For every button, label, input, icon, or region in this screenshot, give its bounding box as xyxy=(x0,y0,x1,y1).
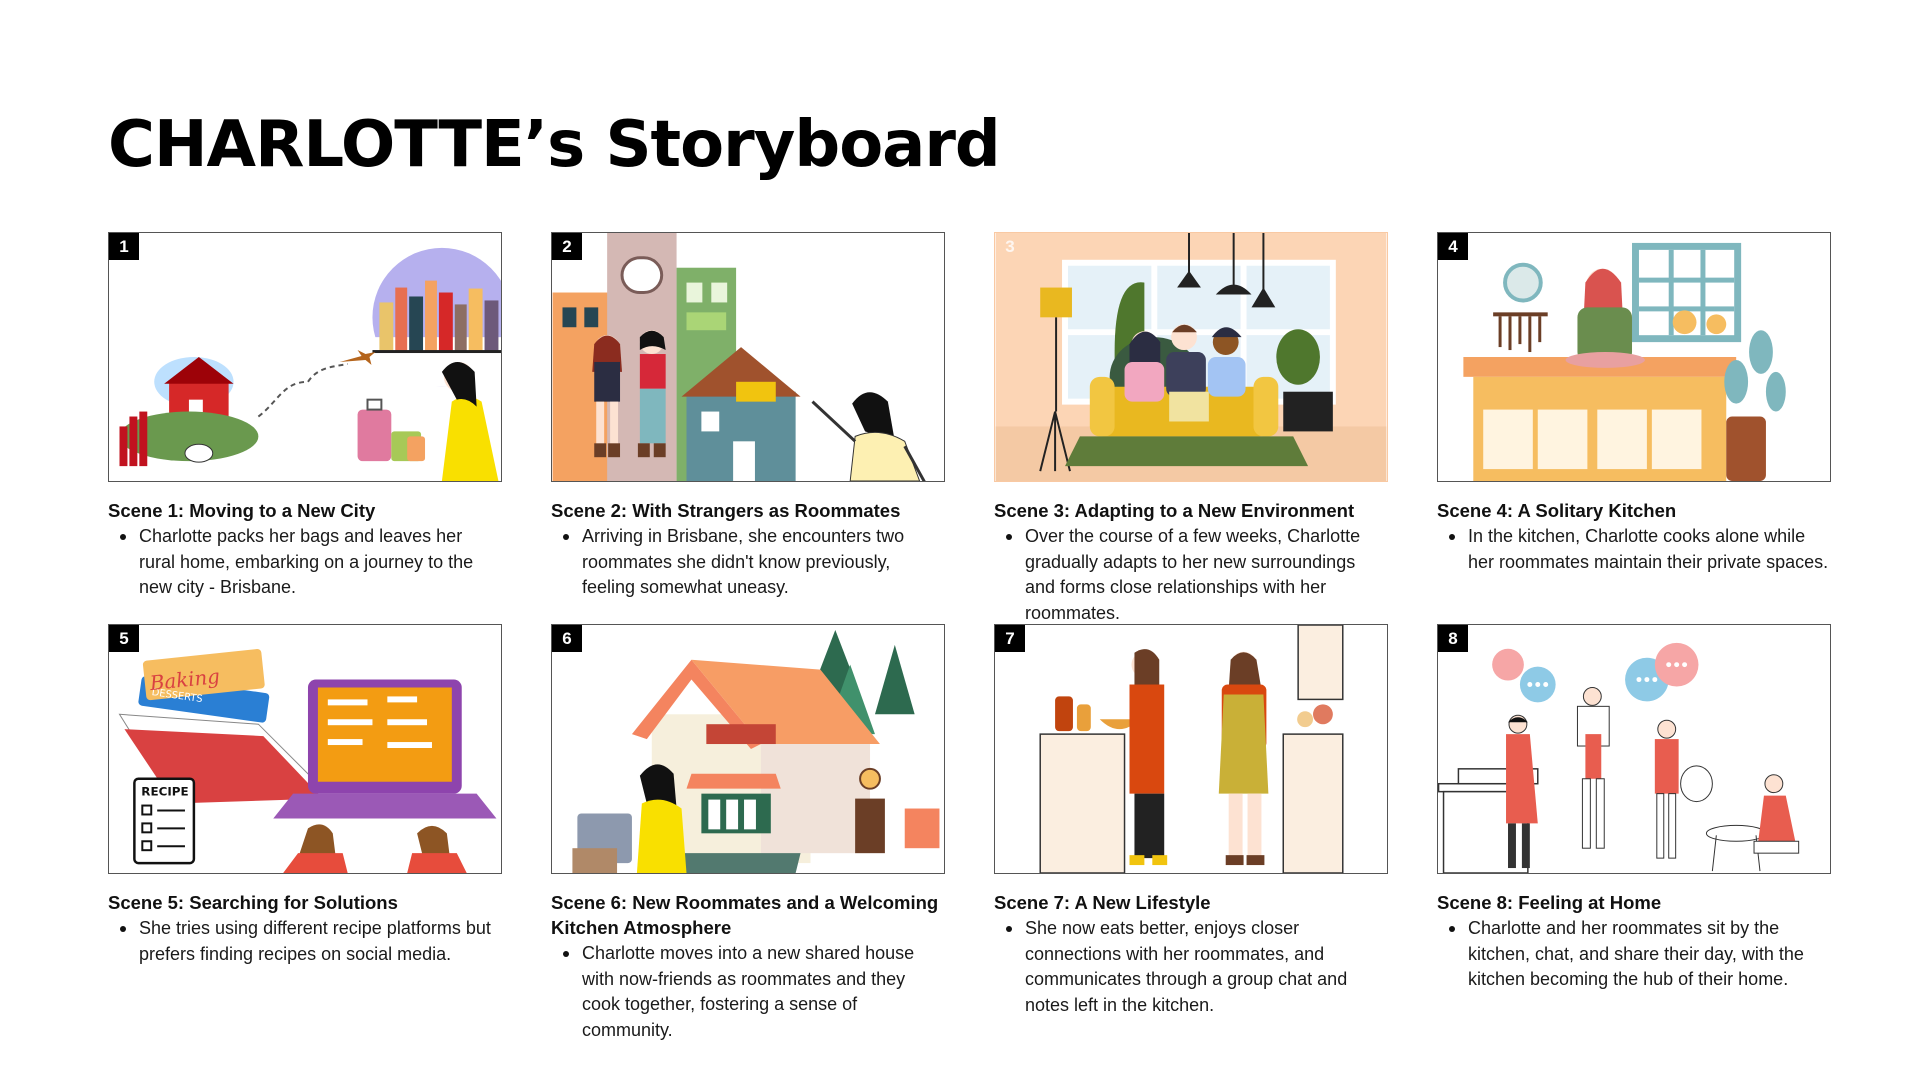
scene-description-list: In the kitchen, Charlotte cooks alone wh… xyxy=(1437,524,1831,575)
scene-description-list: She tries using different recipe platfor… xyxy=(108,916,502,967)
scene-7: 7 Scene 7: A New Lifestyle xyxy=(994,624,1388,1018)
feeling-at-home-illustration xyxy=(1438,642,1800,873)
scene-number: 4 xyxy=(1438,233,1468,260)
scene-description: Over the course of a few weeks, Charlott… xyxy=(994,524,1388,626)
scene-description-list: She now eats better, enjoys closer conne… xyxy=(994,916,1388,1018)
cooking-together-illustration xyxy=(1039,625,1344,873)
scene-2: 2 xyxy=(551,232,945,601)
scene-4-illustration: 4 xyxy=(1437,232,1831,482)
scene-6: 6 Scene 6: New Roommates and a Welcoming… xyxy=(551,624,945,1043)
scene-heading: Scene 5: Searching for Solutions xyxy=(108,892,398,913)
scene-description-list: Charlotte packs her bags and leaves her … xyxy=(108,524,502,601)
scene-number: 1 xyxy=(109,233,139,260)
scene-7-illustration: 7 xyxy=(994,624,1388,874)
scene-number: 3 xyxy=(1005,236,1015,256)
scene-heading: Scene 8: Feeling at Home xyxy=(1437,892,1662,913)
scene-description: She tries using different recipe platfor… xyxy=(108,916,502,967)
scene-heading: Scene 1: Moving to a New City xyxy=(108,500,376,521)
scene-description: Charlotte packs her bags and leaves her … xyxy=(108,524,502,601)
scene-description: She now eats better, enjoys closer conne… xyxy=(994,916,1388,1018)
scene-2-illustration: 2 xyxy=(551,232,945,482)
scene-description-list: Arriving in Brisbane, she encounters two… xyxy=(551,524,945,601)
scene-8: 8 xyxy=(1437,624,1831,993)
scene-number: 7 xyxy=(995,625,1025,652)
scene-6-illustration: 6 xyxy=(551,624,945,874)
scene-5-illustration: 5 DESSERTS Baking RECIPE xyxy=(108,624,502,874)
scene-heading: Scene 6: New Roommates and a Welcoming K… xyxy=(551,892,939,938)
scene-heading: Scene 3: Adapting to a New Environment xyxy=(994,500,1355,521)
scene-heading: Scene 2: With Strangers as Roommates xyxy=(551,500,901,521)
scene-description: Arriving in Brisbane, she encounters two… xyxy=(551,524,945,601)
scene-description: In the kitchen, Charlotte cooks alone wh… xyxy=(1437,524,1831,575)
scene-8-illustration: 8 xyxy=(1437,624,1831,874)
roommates-illustration xyxy=(552,233,926,481)
recipe-search-illustration: DESSERTS Baking RECIPE xyxy=(118,649,497,873)
scene-4: 4 xyxy=(1437,232,1831,575)
scene-heading: Scene 7: A New Lifestyle xyxy=(994,892,1211,913)
scene-number: 8 xyxy=(1438,625,1468,652)
scene-description: Charlotte and her roommates sit by the k… xyxy=(1437,916,1831,993)
scene-3: 3 xyxy=(994,232,1388,626)
scene-heading: Scene 4: A Solitary Kitchen xyxy=(1437,500,1677,521)
moving-city-illustration xyxy=(119,247,501,481)
living-room-illustration xyxy=(995,233,1387,481)
recipe-card-label: RECIPE xyxy=(141,785,188,799)
scene-1: 1 xyxy=(108,232,502,601)
scene-number: 5 xyxy=(109,625,139,652)
scene-number: 2 xyxy=(552,233,582,260)
scene-description-list: Charlotte moves into a new shared house … xyxy=(551,941,945,1043)
scene-description: Charlotte moves into a new shared house … xyxy=(551,941,945,1043)
solitary-kitchen-illustration xyxy=(1463,242,1786,481)
scene-3-illustration: 3 xyxy=(994,232,1388,482)
scene-description-list: Over the course of a few weeks, Charlott… xyxy=(994,524,1388,626)
scene-5: 5 DESSERTS Baking RECIPE Scene 5: S xyxy=(108,624,502,967)
scene-1-illustration: 1 xyxy=(108,232,502,482)
page-title: CHARLOTTE’s Storyboard xyxy=(108,108,1001,182)
scene-number: 6 xyxy=(552,625,582,652)
new-house-illustration xyxy=(572,629,940,873)
scene-description-list: Charlotte and her roommates sit by the k… xyxy=(1437,916,1831,993)
